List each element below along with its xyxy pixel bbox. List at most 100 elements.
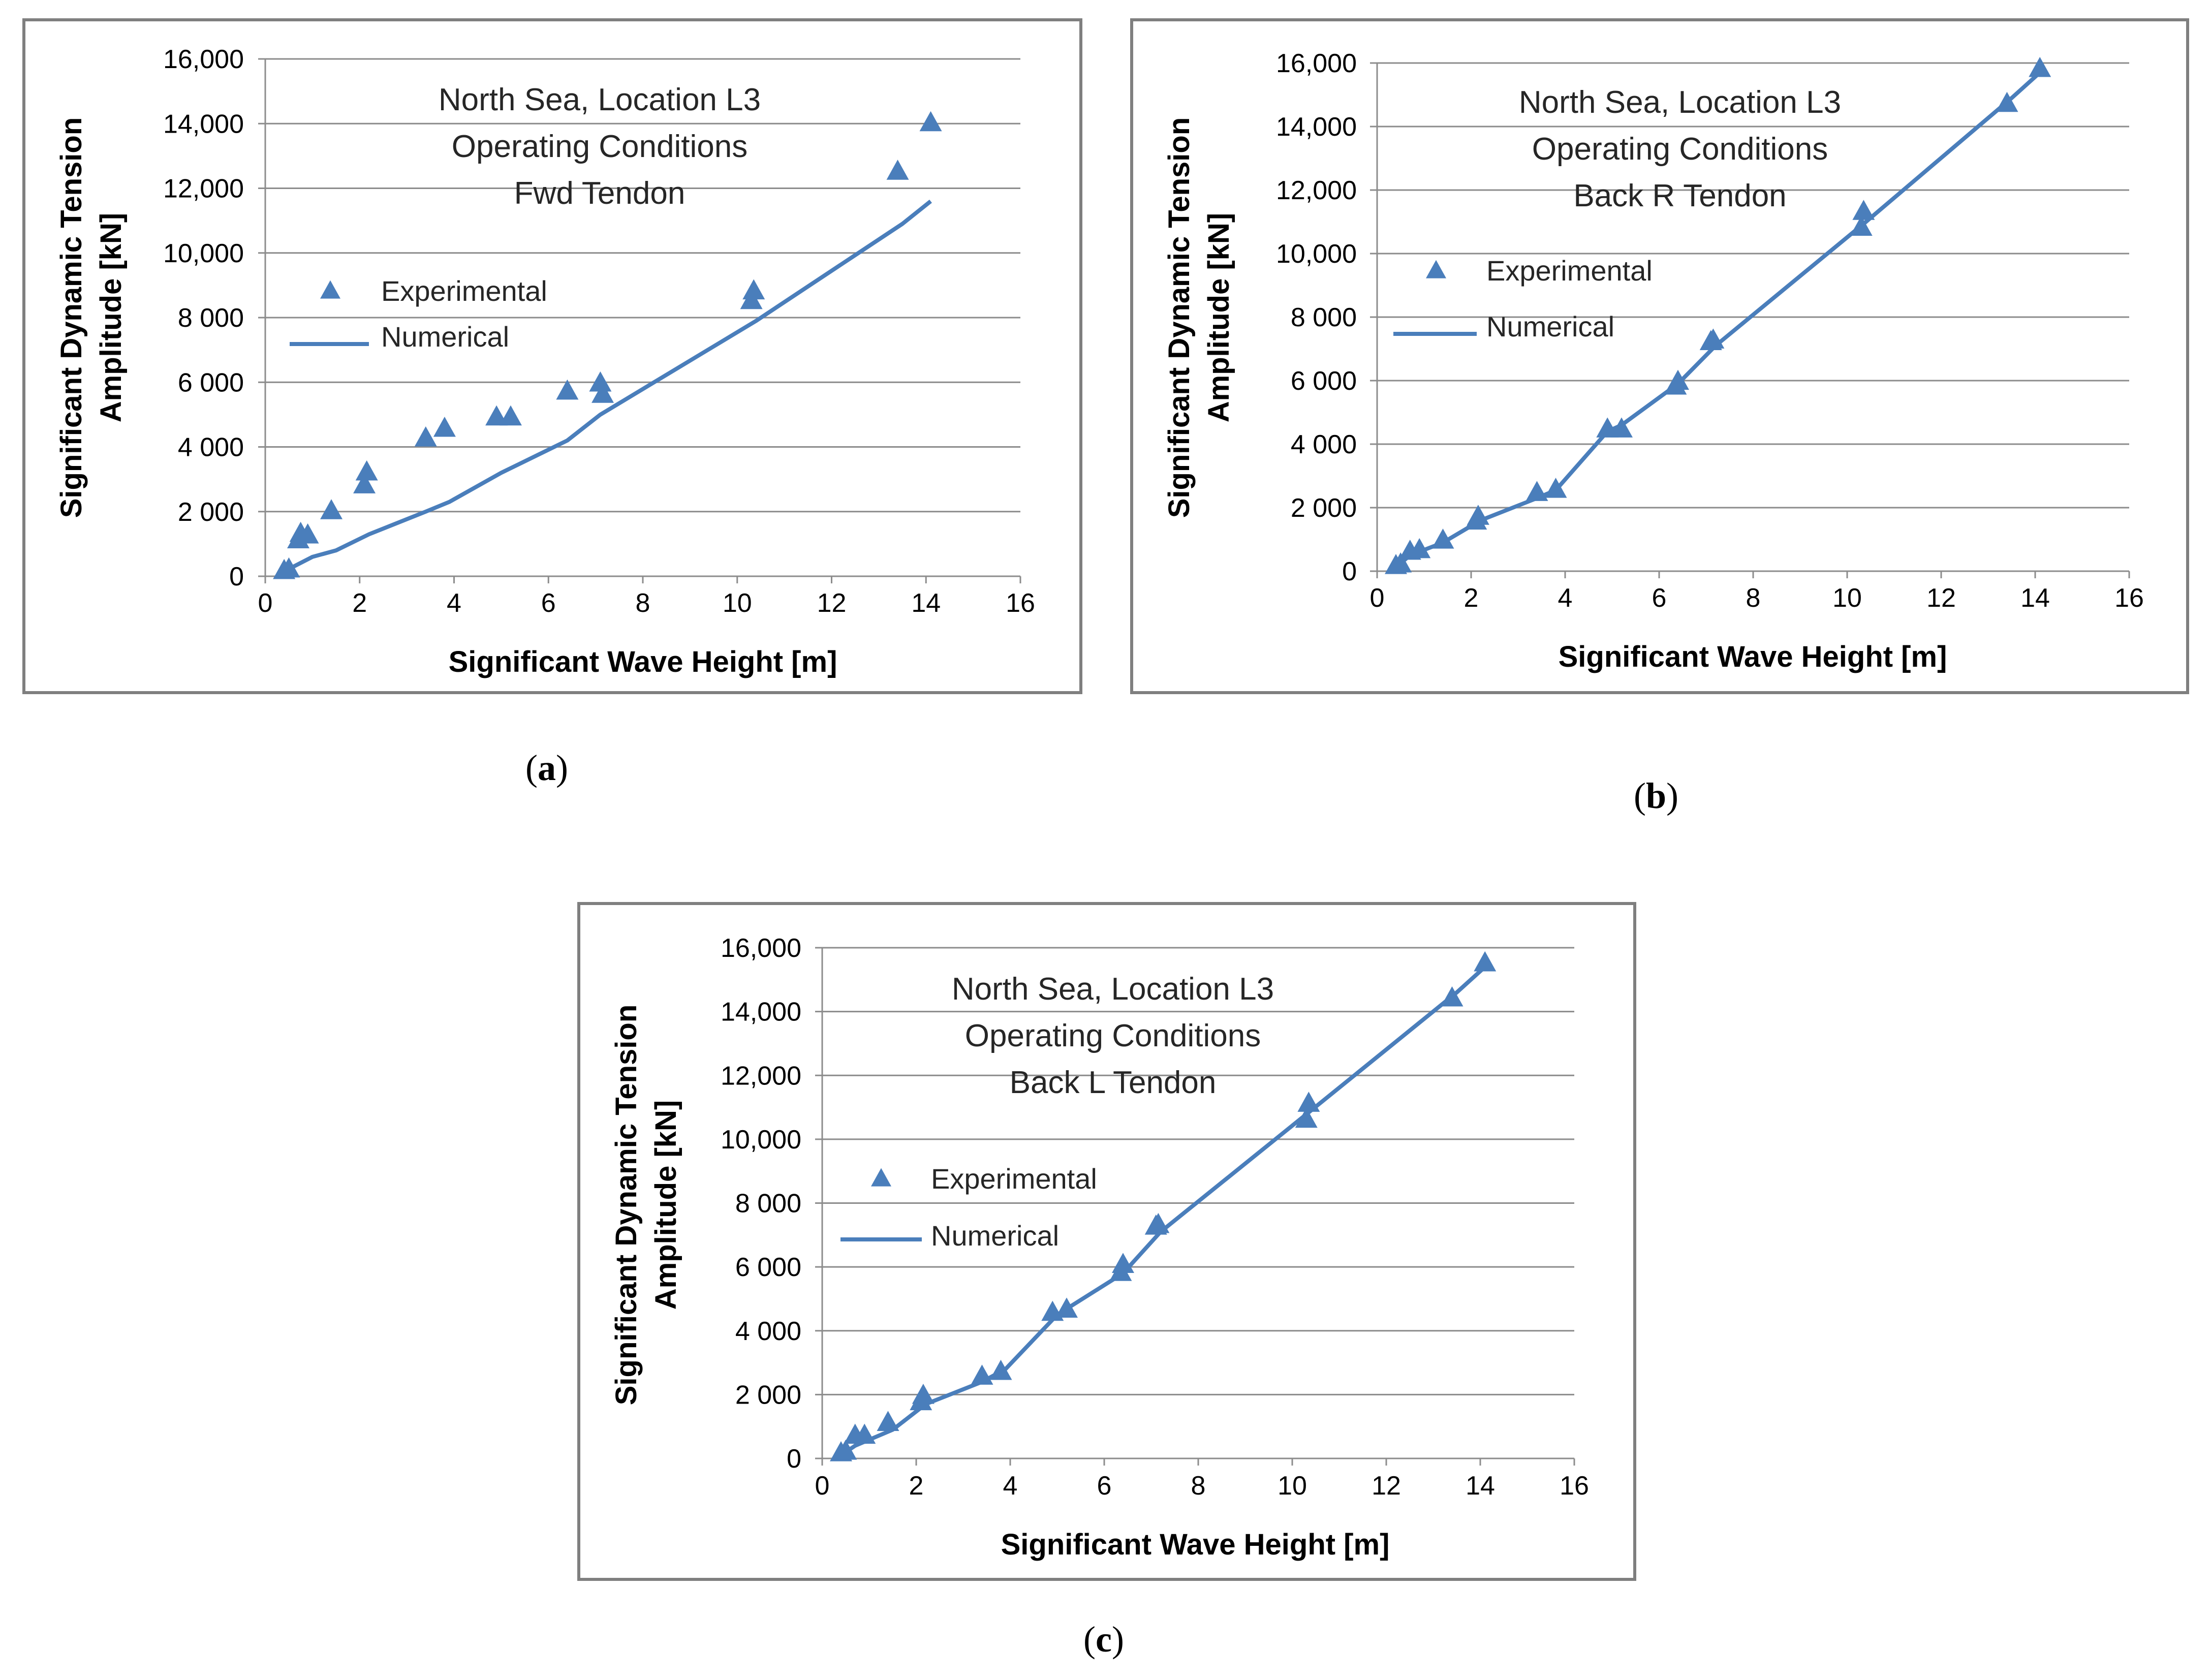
experimental-point [1389, 552, 1412, 573]
chart-annotation-line: Back R Tendon [1573, 178, 1786, 213]
y-tick-label: 10,000 [1276, 239, 1357, 269]
chart-annotation-line: Back L Tendon [1010, 1065, 1217, 1100]
experimental-point [912, 1383, 935, 1404]
experimental-point [296, 523, 319, 544]
legend-numerical-label: Numerical [1486, 310, 1614, 343]
y-axis-title-line1: Significant Dynamic Tension [1163, 117, 1196, 518]
y-tick-label: 12,000 [163, 174, 244, 204]
y-axis-title-line1: Significant Dynamic Tension [610, 1005, 643, 1406]
x-tick-label: 2 [909, 1471, 924, 1501]
experimental-point [1055, 1297, 1078, 1318]
y-tick-label: 4 000 [735, 1317, 801, 1346]
chart-c: 0 2 000 4 000 6 000 8 000 10,000 12,000 14,000 1… [610, 934, 1589, 1561]
y-tick-label: 8 000 [178, 303, 244, 333]
legend-experimental-label: Experimental [931, 1163, 1097, 1195]
caption-a: (a) [525, 748, 568, 788]
experimental-point [1431, 528, 1454, 549]
x-tick-label: 10 [723, 588, 752, 618]
x-axis-title: Significant Wave Height [m] [449, 645, 837, 678]
x-tick-label: 6 [1652, 583, 1667, 613]
y-tick-label: 4 000 [178, 433, 244, 462]
x-tick-label: 14 [1466, 1471, 1495, 1501]
experimental-point [1852, 200, 1875, 220]
experimental-point [1441, 986, 1463, 1007]
experimental-point [1474, 951, 1497, 972]
chart-panel-a: 0 2 000 4 000 6 000 8 000 10,000 12,000 14,000 1… [22, 18, 1082, 694]
y-tick-label: 2 000 [1291, 493, 1357, 523]
experimental-point [414, 426, 437, 447]
experimental-point [591, 383, 614, 403]
y-tick-label: 14,000 [1276, 112, 1357, 142]
experimental-point [853, 1423, 876, 1444]
x-tick-label: 6 [541, 588, 556, 618]
experimental-point [2029, 56, 2051, 77]
caption-c: (c) [1083, 1619, 1124, 1660]
chart-a: 0 2 000 4 000 6 000 8 000 10,000 12,000 14,000 1… [55, 45, 1035, 678]
y-tick-label: 0 [787, 1444, 801, 1474]
x-axis-title: Significant Wave Height [m] [1559, 640, 1947, 673]
x-tick-label: 2 [1464, 583, 1479, 613]
x-tick-label: 16 [2114, 583, 2144, 613]
y-tick-label: 8 000 [735, 1189, 801, 1219]
y-tick-label: 6 000 [1291, 366, 1357, 396]
y-tick-label: 16,000 [1276, 49, 1357, 78]
experimental-point [1702, 328, 1725, 349]
y-axis-title-line2: Amplitude [kN] [649, 1100, 682, 1310]
x-axis-title: Significant Wave Height [m] [1001, 1528, 1390, 1561]
y-tick-label: 12,000 [1276, 176, 1357, 205]
y-tick-label: 16,000 [163, 45, 244, 74]
experimental-point [1850, 215, 1873, 236]
numerical-series-line [278, 199, 932, 578]
y-axis-title-line2: Amplitude [kN] [95, 213, 128, 422]
experimental-point [1544, 478, 1567, 498]
legend-experimental-marker [320, 280, 340, 299]
y-tick-label: 14,000 [163, 109, 244, 139]
legend-numerical-label: Numerical [931, 1220, 1059, 1252]
y-axis-title-line1: Significant Dynamic Tension [55, 117, 88, 518]
y-axis-title-line2: Amplitude [kN] [1202, 213, 1235, 422]
x-tick-label: 0 [815, 1471, 830, 1501]
x-tick-label: 16 [1560, 1471, 1589, 1501]
x-tick-label: 0 [258, 588, 273, 618]
x-tick-label: 4 [1003, 1471, 1018, 1501]
experimental-point [499, 405, 522, 426]
y-tick-label: 2 000 [178, 497, 244, 527]
chart-annotation-line: Operating Conditions [1532, 132, 1828, 167]
experimental-point [355, 460, 378, 481]
chart-annotation-line: Operating Conditions [452, 129, 748, 164]
experimental-point [989, 1359, 1012, 1380]
numerical-series-line [835, 965, 1486, 1460]
x-tick-label: 12 [817, 588, 847, 618]
x-tick-label: 8 [1746, 583, 1761, 613]
x-tick-label: 10 [1278, 1471, 1307, 1501]
y-tick-label: 4 000 [1291, 430, 1357, 459]
y-tick-label: 10,000 [163, 239, 244, 268]
y-tick-label: 10,000 [721, 1125, 801, 1155]
experimental-point [919, 111, 942, 132]
chart-annotation-line: North Sea, Location L3 [1519, 85, 1841, 120]
caption-b: (b) [1634, 775, 1679, 816]
legend-experimental-label: Experimental [381, 275, 547, 307]
experimental-point [1525, 481, 1548, 501]
y-tick-label: 14,000 [721, 998, 801, 1027]
experimental-point [1596, 417, 1619, 438]
x-tick-label: 14 [911, 588, 941, 618]
experimental-point [1408, 538, 1431, 558]
experimental-point [886, 160, 909, 180]
experimental-point [742, 279, 765, 300]
experimental-point [1467, 505, 1489, 525]
experimental-point [277, 557, 300, 578]
x-tick-label: 0 [1370, 583, 1385, 613]
x-tick-label: 14 [2020, 583, 2050, 613]
legend-numerical-label: Numerical [381, 321, 509, 353]
chart-panel-c: 0 2 000 4 000 6 000 8 000 10,000 12,000 14,000 1… [577, 902, 1636, 1581]
experimental-point [1147, 1212, 1170, 1233]
y-tick-label: 2 000 [735, 1380, 801, 1410]
experimental-point [877, 1411, 899, 1431]
y-tick-label: 6 000 [178, 368, 244, 397]
legend-experimental-label: Experimental [1486, 255, 1653, 287]
x-tick-label: 10 [1832, 583, 1862, 613]
experimental-point [433, 416, 456, 437]
experimental-point [320, 499, 343, 519]
x-tick-label: 12 [1372, 1471, 1401, 1501]
